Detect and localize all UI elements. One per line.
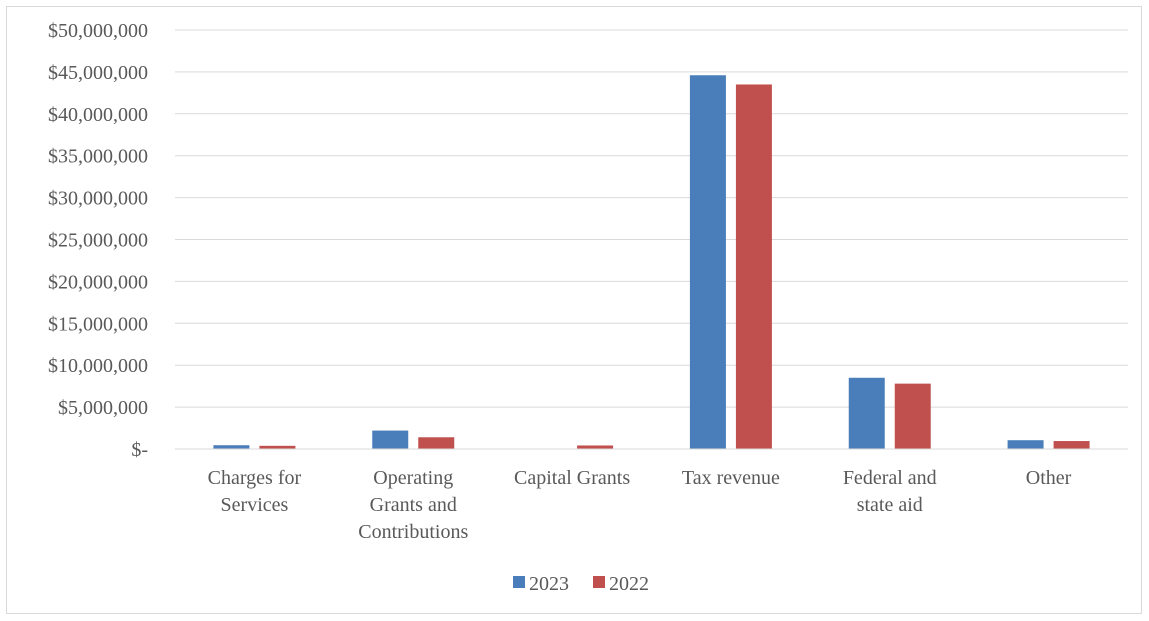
x-axis-category-labels: Charges for Services Operating Grants and Co… [208,467,1072,543]
bar-2023 [848,377,885,449]
bar-2022 [894,383,931,449]
y-tick-label: $45,000,000 [48,62,148,84]
bar-2023 [689,75,726,449]
bar-2022 [1053,441,1090,449]
y-tick-label: $10,000,000 [48,355,148,377]
x-category-label: Contributions [358,521,468,543]
bar-2023 [1007,440,1044,449]
bar-2023 [213,445,250,449]
bar-2022 [259,445,296,449]
x-category-label: Charges for [208,467,302,489]
x-category-label: state aid [857,494,923,516]
y-tick-label: $35,000,000 [48,146,148,168]
y-tick-label: $40,000,000 [48,104,148,126]
x-category-label: Capital Grants [514,467,630,489]
bar-2022 [735,84,772,449]
x-category-label: Other [1026,467,1072,489]
legend-swatch [513,576,525,588]
y-tick-label: $- [131,439,148,461]
chart-frame [6,6,1142,614]
y-tick-label: $50,000,000 [48,20,148,42]
legend-label: 2023 [529,573,569,595]
legend-label: 2022 [609,573,649,595]
y-axis-tick-labels: $- $5,000,000 $10,000,000 $15,000,000 $20,00… [48,20,148,461]
legend: 2023 2022 [513,573,649,595]
bars [213,75,1090,449]
y-tick-label: $20,000,000 [48,271,148,293]
bar-2022 [418,437,455,449]
y-tick-label: $15,000,000 [48,313,148,335]
x-category-label: Federal and [843,467,937,489]
legend-swatch [593,576,605,588]
y-tick-label: $25,000,000 [48,230,148,252]
gridlines [175,29,1128,408]
bar-2022 [577,445,614,449]
y-tick-label: $5,000,000 [58,397,148,419]
bar-2023 [372,430,409,449]
y-tick-label: $30,000,000 [48,188,148,210]
x-category-label: Tax revenue [682,467,780,489]
x-category-label: Services [221,494,289,516]
x-category-label: Grants and [370,494,457,516]
x-category-label: Operating [373,467,453,489]
